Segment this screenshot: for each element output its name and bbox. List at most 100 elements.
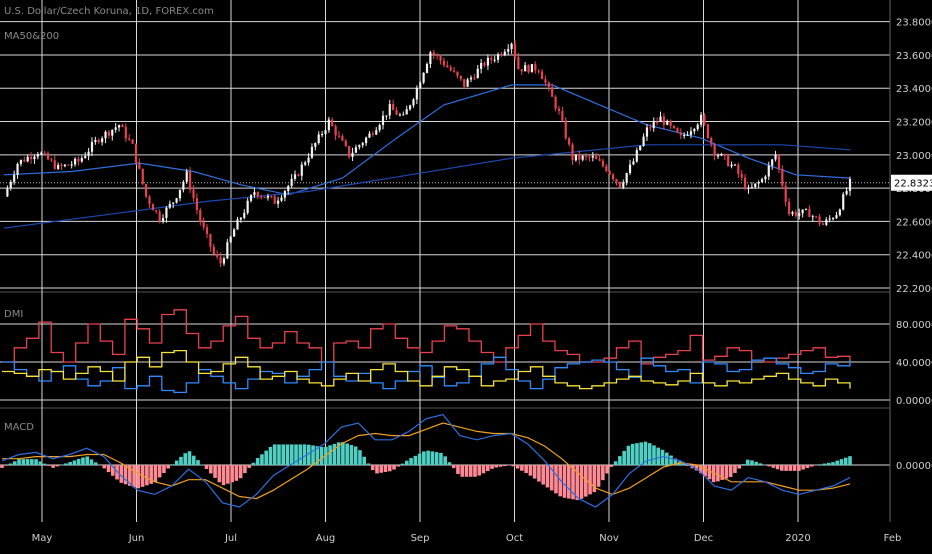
time-tick-label: Sep (411, 533, 430, 544)
macd-histogram-bar (434, 452, 439, 465)
macd-histogram-bar (566, 465, 571, 499)
candlestick-series (6, 40, 852, 268)
macd-histogram-bar (55, 465, 60, 467)
macd-histogram-bar (315, 446, 320, 465)
macd-histogram-bar (541, 465, 545, 485)
candle-body (134, 143, 138, 163)
candle-body (632, 161, 635, 165)
candle-body (750, 187, 753, 189)
candle-body (304, 162, 307, 165)
candle-body (280, 197, 283, 201)
candle-body (486, 57, 490, 66)
candle-body (459, 75, 462, 80)
candle-body (838, 209, 841, 216)
candle-body (571, 144, 574, 161)
candle-body (469, 77, 473, 80)
candle-body (656, 121, 659, 123)
macd-histogram-bar (571, 465, 575, 500)
candle-body (114, 127, 117, 130)
macd-histogram-bar (238, 465, 243, 479)
macd-histogram-bar (694, 465, 699, 471)
macd-histogram-bar (579, 465, 584, 499)
candle-body (388, 104, 391, 116)
candle-body (371, 133, 374, 135)
macd-histogram-bar (170, 464, 175, 465)
macd-histogram-bar (123, 465, 128, 485)
macd-histogram-bar (673, 458, 678, 465)
macd-histogram-bar (379, 465, 384, 473)
candle-body (557, 108, 561, 112)
signal-line (2, 422, 851, 500)
candle-body (202, 222, 205, 228)
candle-body (601, 160, 605, 166)
macd-histogram-bar (575, 465, 580, 501)
time-tick-label: 2020 (785, 533, 810, 544)
candle-body (307, 157, 310, 163)
macd-histogram-bar (221, 465, 226, 486)
candle-body (574, 154, 577, 161)
candle-body (94, 140, 97, 143)
macd-histogram-bar (4, 465, 9, 466)
candle-body (449, 67, 452, 71)
macd-histogram-bar (8, 463, 13, 465)
macd-histogram-bar (89, 459, 94, 465)
macd-histogram-bar (349, 445, 354, 465)
candle-body (73, 158, 77, 165)
candle-body (145, 184, 148, 197)
macd-histogram-bar (588, 465, 592, 495)
macd-histogram-bar (387, 465, 392, 472)
macd-histogram-bar (460, 465, 465, 477)
candle-body (835, 215, 838, 219)
candle-body (645, 127, 649, 137)
candle-body (490, 57, 493, 60)
candle-body (341, 136, 344, 141)
candle-body (107, 131, 111, 136)
candle-body (249, 195, 253, 201)
candle-body (463, 79, 466, 87)
candle-body (209, 233, 212, 247)
candle-body (243, 212, 246, 218)
macd-histogram-bar (699, 465, 703, 474)
candle-body (500, 54, 503, 56)
candle-body (327, 119, 330, 131)
candle-body (733, 164, 737, 166)
candle-body (212, 246, 215, 255)
candle-body (686, 134, 689, 136)
candle-body (683, 135, 686, 137)
candle-body (422, 72, 425, 83)
macd-histogram-bar (750, 460, 754, 465)
candle-body (189, 171, 192, 190)
macd-histogram-bar (622, 450, 626, 465)
candle-body (625, 173, 628, 183)
candle-body (503, 51, 506, 56)
candle-body (97, 140, 100, 143)
candle-body (848, 179, 852, 191)
macd-histogram-bar (439, 452, 443, 465)
axes: 23.80000 23.60000 23.40000 23.20000 23.00000… (32, 18, 932, 544)
candle-body (155, 210, 158, 212)
candle-body (239, 217, 242, 220)
macd-histogram-bar (281, 444, 286, 465)
candle-body (290, 178, 293, 186)
macd-histogram-bar (775, 465, 780, 470)
candle-body (161, 218, 165, 222)
candle-body (317, 134, 320, 144)
dmi-plus-line (2, 309, 851, 365)
candle-body (666, 120, 669, 125)
candle-body (131, 139, 134, 144)
candle-body (216, 254, 219, 257)
candle-body (818, 216, 821, 224)
candle-body (534, 64, 537, 71)
dmi-minus-line (2, 356, 851, 394)
candle-body (23, 159, 26, 162)
candle-body (595, 156, 598, 160)
candle-body (537, 70, 540, 72)
macd-histogram-bar (93, 462, 98, 465)
candle-body (547, 82, 550, 87)
macd-histogram-bar (298, 444, 303, 465)
candle-body (195, 198, 198, 211)
candle-body (287, 185, 290, 192)
macd-histogram-bar (528, 465, 533, 476)
